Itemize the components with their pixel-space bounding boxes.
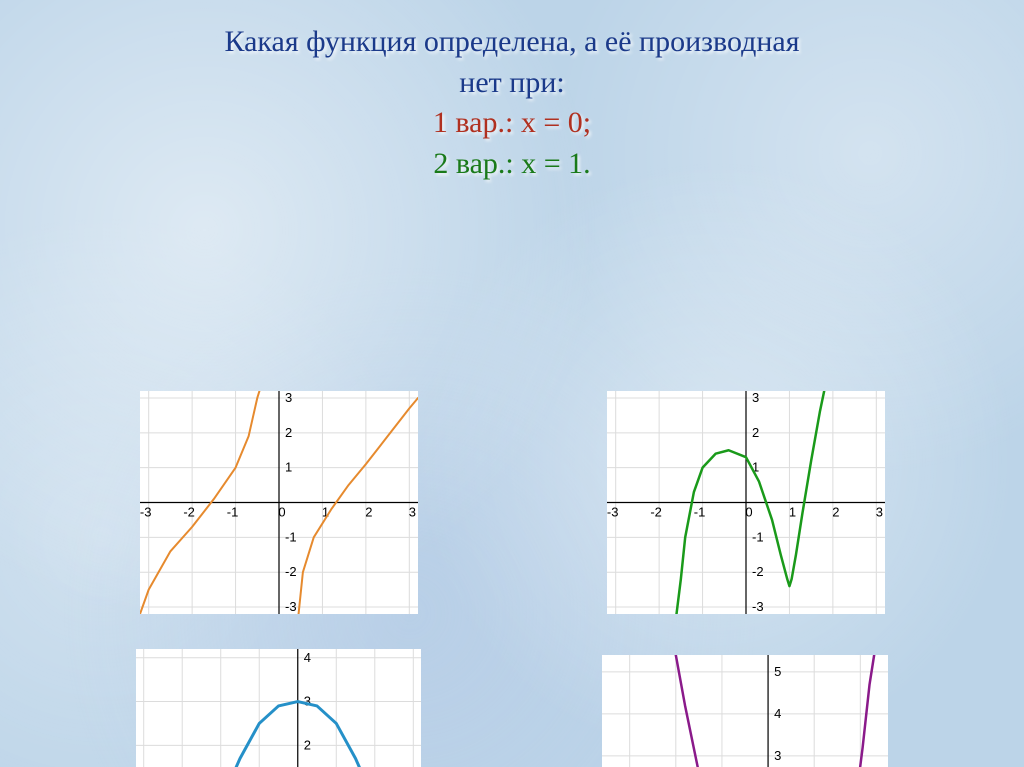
svg-text:-1: -1: [227, 505, 239, 520]
chart-top-left: -3-2-10123-3-2-1123: [140, 391, 418, 614]
chart-svg: -3-2-10123-3-2-1123: [140, 391, 418, 614]
svg-text:3: 3: [285, 391, 292, 405]
chart-bottom-right: -3-2-101212345: [602, 655, 888, 767]
chart-svg: -3-2-10123-3-2-1123: [607, 391, 885, 614]
svg-text:-3: -3: [607, 505, 618, 520]
svg-text:-1: -1: [752, 529, 764, 544]
svg-text:3: 3: [409, 505, 416, 520]
svg-text:-1: -1: [694, 505, 706, 520]
svg-text:2: 2: [285, 425, 292, 440]
title-line-3: 1 вар.: х = 0;: [0, 103, 1024, 144]
chart-svg: -3-2-101212345: [602, 655, 888, 767]
title-line-1: Какая функция определена, а её производн…: [0, 22, 1024, 63]
title-line-2: нет при:: [0, 63, 1024, 104]
chart-svg: -4-3-2-10123-11234: [136, 649, 421, 767]
svg-text:4: 4: [304, 650, 311, 665]
svg-text:3: 3: [304, 694, 311, 709]
svg-text:-2: -2: [650, 505, 662, 520]
svg-text:2: 2: [304, 737, 311, 752]
svg-text:-1: -1: [285, 529, 297, 544]
svg-text:2: 2: [365, 505, 372, 520]
svg-text:3: 3: [752, 391, 759, 405]
svg-text:-3: -3: [752, 599, 764, 614]
svg-text:0: 0: [745, 505, 752, 520]
title-line-4: 2 вар.: х = 1.: [0, 144, 1024, 185]
svg-text:-3: -3: [285, 599, 297, 614]
chart-top-right: -3-2-10123-3-2-1123: [607, 391, 885, 614]
svg-text:-2: -2: [183, 505, 195, 520]
svg-text:5: 5: [774, 664, 781, 679]
title-block: Какая функция определена, а её производн…: [0, 0, 1024, 184]
svg-text:1: 1: [789, 505, 796, 520]
svg-text:1: 1: [285, 460, 292, 475]
svg-text:-2: -2: [285, 564, 297, 579]
svg-text:3: 3: [774, 748, 781, 763]
svg-text:-3: -3: [140, 505, 151, 520]
curve: [136, 702, 421, 767]
svg-text:2: 2: [752, 425, 759, 440]
curve: [299, 398, 418, 614]
svg-text:4: 4: [774, 706, 781, 721]
svg-text:2: 2: [832, 505, 839, 520]
svg-text:-2: -2: [752, 564, 764, 579]
svg-text:3: 3: [876, 505, 883, 520]
chart-bottom-left: -4-3-2-10123-11234: [136, 649, 421, 767]
svg-text:0: 0: [278, 505, 285, 520]
